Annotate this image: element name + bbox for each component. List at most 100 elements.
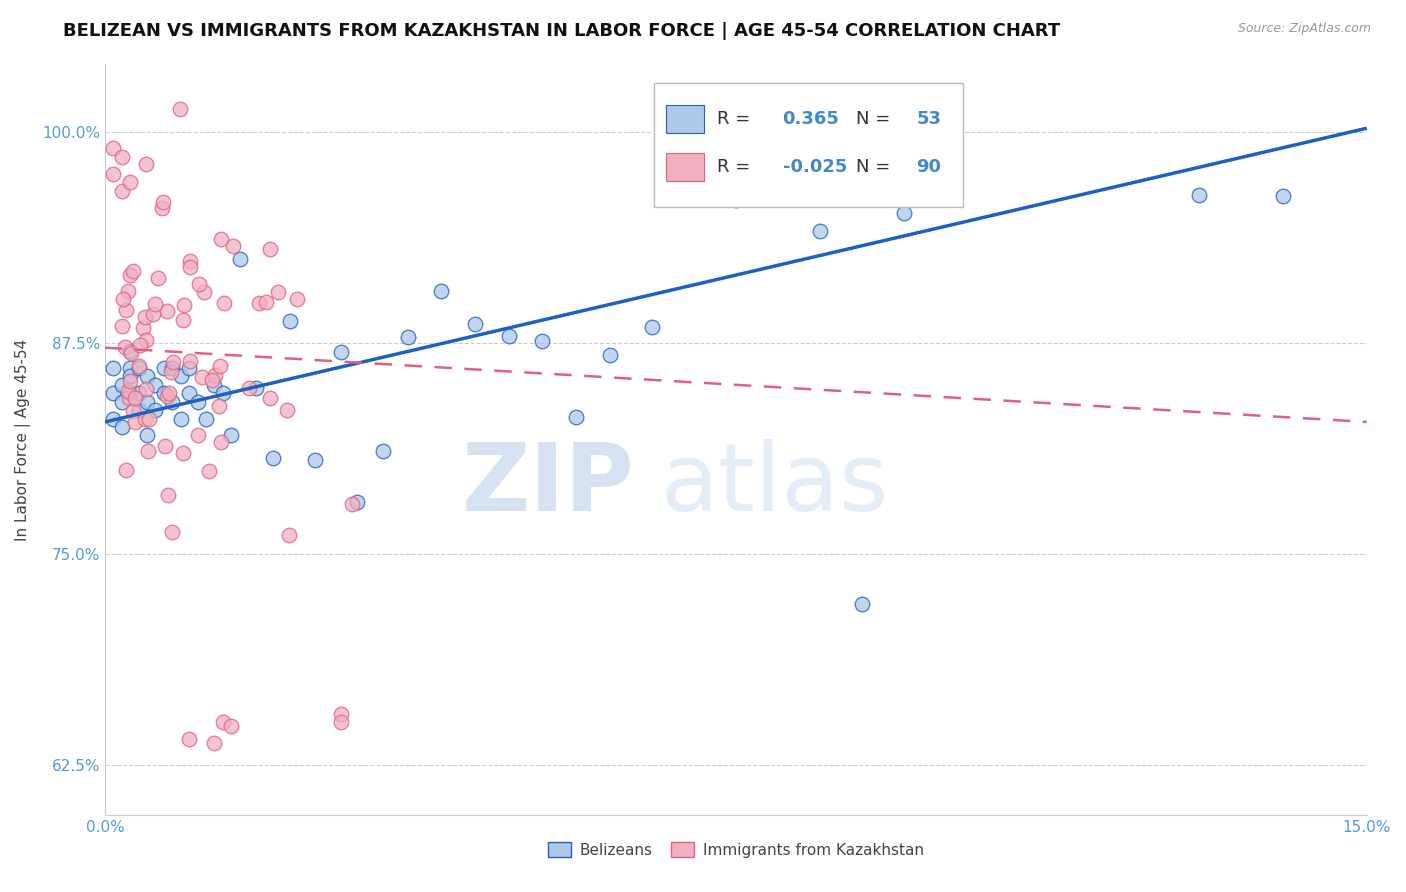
Point xyxy=(211,386,233,401)
Point xyxy=(103,167,125,181)
Point xyxy=(188,277,211,291)
Point xyxy=(111,377,134,392)
Text: BELIZEAN VS IMMIGRANTS FROM KAZAKHSTAN IN LABOR FORCE | AGE 45-54 CORRELATION CH: BELIZEAN VS IMMIGRANTS FROM KAZAKHSTAN I… xyxy=(63,22,1060,40)
Point xyxy=(148,271,170,285)
Point xyxy=(329,715,352,730)
Point xyxy=(138,412,160,426)
Point xyxy=(124,415,146,429)
Point xyxy=(221,239,243,253)
Point xyxy=(219,719,242,733)
Point xyxy=(118,391,141,405)
Point xyxy=(808,224,831,238)
Point xyxy=(247,295,270,310)
Point xyxy=(172,313,194,327)
Point xyxy=(160,525,183,540)
Point xyxy=(121,264,143,278)
Point xyxy=(120,360,142,375)
Point xyxy=(197,464,219,478)
Point xyxy=(254,294,277,309)
Point xyxy=(111,184,134,198)
Point xyxy=(103,411,125,425)
Point xyxy=(187,428,209,442)
Point xyxy=(212,295,235,310)
Point xyxy=(276,402,298,417)
Point xyxy=(129,338,152,352)
Point xyxy=(173,298,195,312)
Point xyxy=(202,736,225,750)
Point xyxy=(120,346,142,360)
Point xyxy=(177,386,200,401)
Point xyxy=(304,452,326,467)
Point xyxy=(245,381,267,395)
Point xyxy=(145,403,167,417)
Y-axis label: In Labor Force | Age 45-54: In Labor Force | Age 45-54 xyxy=(15,339,31,541)
Point xyxy=(156,303,179,318)
Point xyxy=(498,329,520,343)
Point xyxy=(115,463,138,477)
Point xyxy=(131,320,153,334)
Point xyxy=(396,330,419,344)
Point xyxy=(194,411,217,425)
Point xyxy=(120,369,142,384)
Text: N =: N = xyxy=(856,158,896,176)
Point xyxy=(135,333,157,347)
Point xyxy=(153,386,176,401)
Point xyxy=(262,450,284,465)
Point xyxy=(228,252,250,267)
Point xyxy=(162,394,184,409)
Point xyxy=(893,206,915,220)
Point xyxy=(128,403,150,417)
Point xyxy=(118,268,141,282)
Point xyxy=(162,360,184,375)
Point xyxy=(117,384,139,399)
Point xyxy=(136,369,159,384)
Point xyxy=(120,175,142,189)
Point xyxy=(128,359,150,373)
Point xyxy=(1271,188,1294,202)
Point xyxy=(259,243,281,257)
Text: R =: R = xyxy=(717,110,756,128)
Point xyxy=(156,488,179,502)
Point xyxy=(111,318,134,333)
Point xyxy=(371,444,394,458)
Point xyxy=(277,528,299,542)
Point xyxy=(209,232,232,246)
Point xyxy=(204,368,226,383)
Point xyxy=(157,386,180,401)
Point xyxy=(135,382,157,396)
Text: 0.365: 0.365 xyxy=(783,110,839,128)
Point xyxy=(153,360,176,375)
Point xyxy=(170,369,193,384)
Text: N =: N = xyxy=(856,110,896,128)
Point xyxy=(202,377,225,392)
Point xyxy=(136,428,159,442)
Point xyxy=(219,428,242,442)
Point xyxy=(193,285,215,299)
Point xyxy=(177,732,200,747)
Point xyxy=(162,354,184,368)
Point xyxy=(103,360,125,375)
Point xyxy=(120,386,142,401)
Point xyxy=(285,293,308,307)
Text: Source: ZipAtlas.com: Source: ZipAtlas.com xyxy=(1237,22,1371,36)
Point xyxy=(238,381,260,395)
Point xyxy=(152,195,174,210)
Point xyxy=(1187,187,1209,202)
Point xyxy=(103,386,125,401)
Text: atlas: atlas xyxy=(661,439,889,531)
Point xyxy=(531,334,554,349)
Point xyxy=(111,150,134,164)
Point xyxy=(169,103,191,117)
Point xyxy=(155,439,177,453)
Point xyxy=(208,359,231,373)
Point xyxy=(136,443,159,458)
Point xyxy=(329,345,352,359)
Point xyxy=(724,193,747,207)
Point xyxy=(259,391,281,405)
Point xyxy=(851,597,873,611)
Point xyxy=(136,394,159,409)
Text: 53: 53 xyxy=(917,110,942,128)
Point xyxy=(209,435,232,450)
Point xyxy=(128,386,150,401)
Point xyxy=(134,412,156,426)
